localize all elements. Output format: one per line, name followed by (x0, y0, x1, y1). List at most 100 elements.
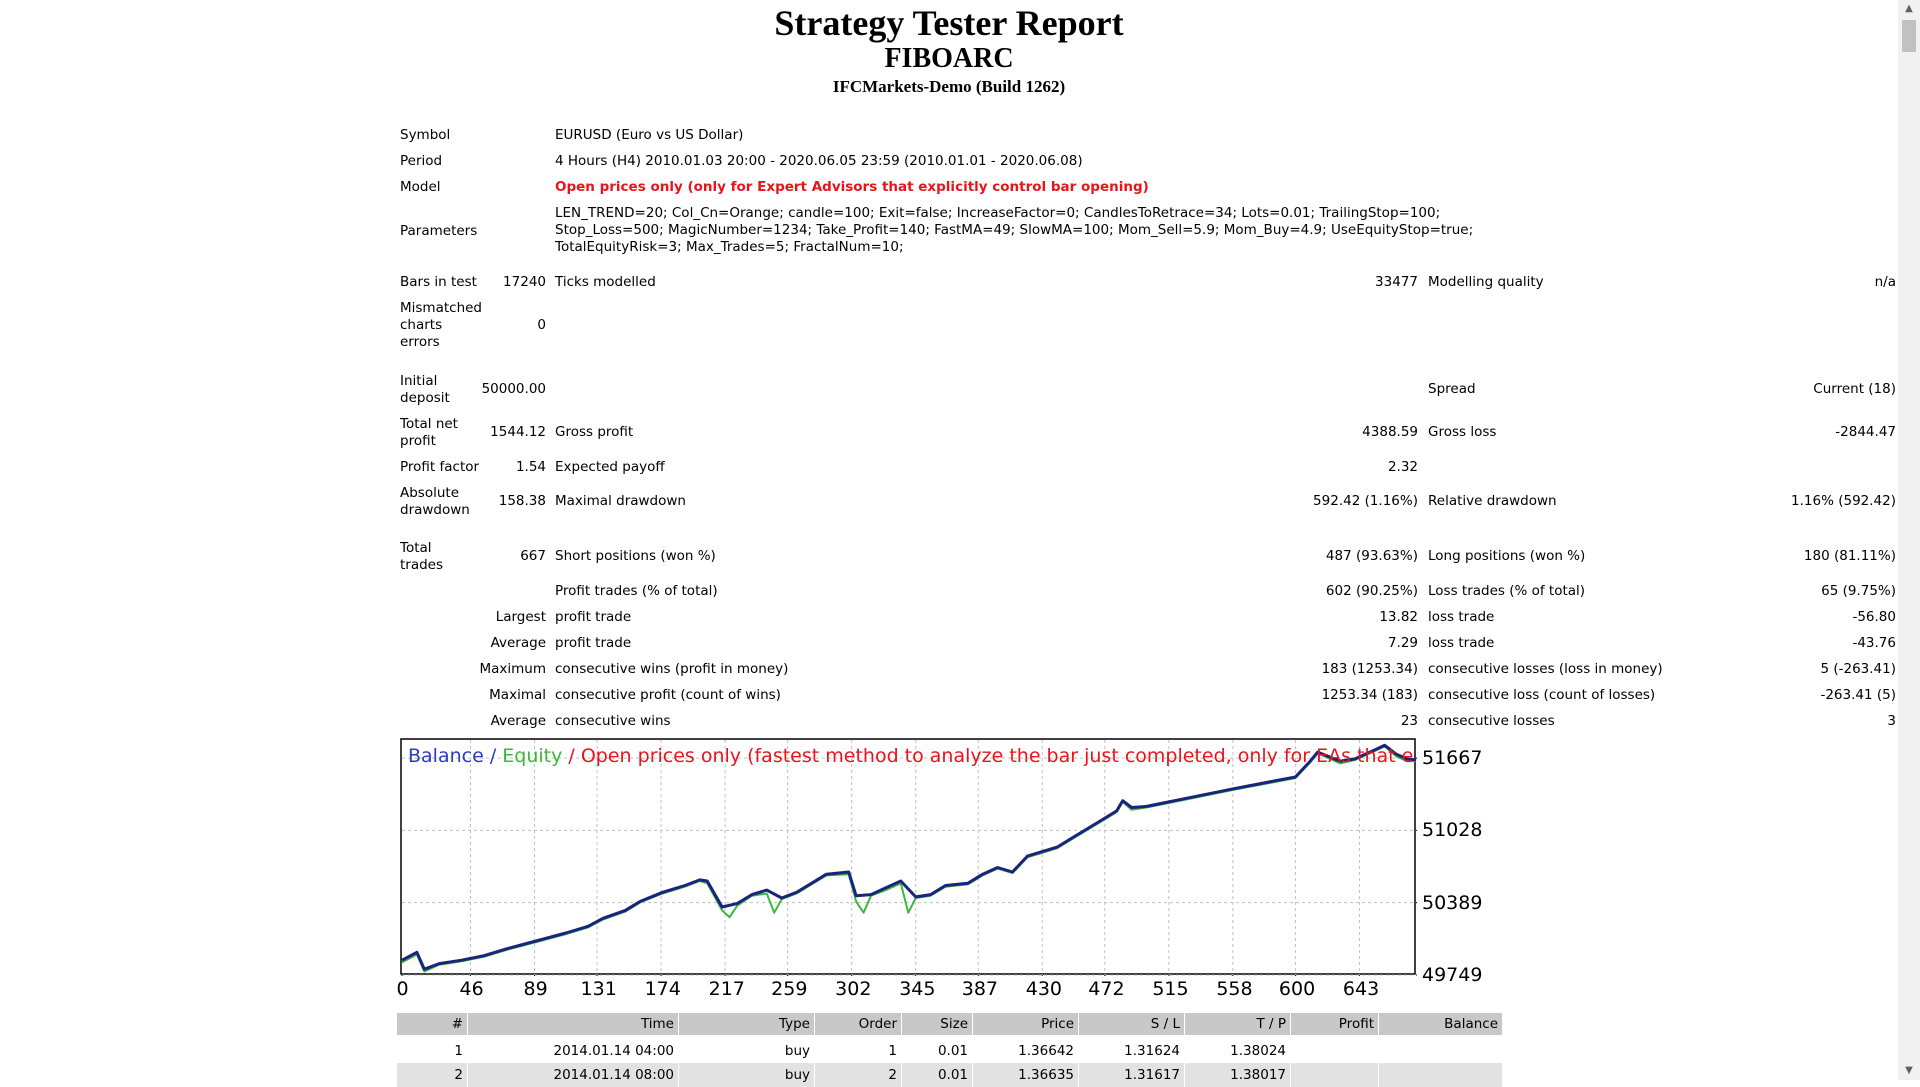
long-positions-label: Long positions (won %) (1428, 548, 1586, 564)
table-cell: 1.36635 (973, 1063, 1078, 1087)
column-header: Time (468, 1013, 678, 1035)
largest-label: Largest (495, 609, 546, 625)
total-trades-label: Total trades (400, 540, 444, 573)
largest-loss-value: -56.80 (1852, 609, 1896, 625)
gross-profit-value: 4388.59 (1362, 424, 1418, 440)
profit-trades-label: Profit trades (% of total) (555, 583, 718, 599)
y-tick-label: 51667 (1422, 747, 1483, 770)
parameters-line-2: Stop_Loss=500; MagicNumber=1234; Take_Pr… (555, 222, 1474, 238)
scrollbar-thumb[interactable] (1902, 20, 1916, 52)
table-cell (1291, 1063, 1378, 1087)
chart-series (401, 743, 1417, 973)
x-tick-label: 217 (708, 978, 745, 1000)
maximum-label: Maximum (479, 661, 546, 677)
chart-legend: Balance / Equity / Open prices only (fas… (408, 744, 1413, 768)
column-header: T / P (1185, 1013, 1290, 1035)
legend-sep-1: / (483, 745, 503, 767)
avg-consec-wins-value: 23 (1400, 713, 1418, 729)
payoff-label: Expected payoff (555, 459, 665, 475)
mismatch-label: Mismatched charts errors (400, 300, 483, 350)
balance-chart: Balance / Equity / Open prices only (fas… (400, 738, 1482, 986)
x-tick-label: 643 (1342, 978, 1380, 1000)
abs-drawdown-label: Absolute drawdown (400, 485, 470, 518)
max-consec-wins-value: 183 (1253.34) (1321, 661, 1418, 677)
ticks-value: 33477 (1375, 274, 1418, 290)
scroll-up-arrow-icon[interactable]: ▲ (1905, 3, 1913, 14)
y-tick-label: 51028 (1422, 819, 1483, 842)
average-loss-label: loss trade (1428, 635, 1495, 651)
period-label: Period (400, 153, 443, 169)
table-cell: 2014.01.14 08:00 (468, 1063, 678, 1087)
bars-label: Bars in test (400, 274, 477, 290)
quality-label: Modelling quality (1428, 274, 1544, 290)
table-cell: 2 (397, 1063, 467, 1087)
x-tick-label: 0 (396, 978, 409, 1000)
x-tick-label: 472 (1088, 978, 1125, 1000)
table-cell: 0.01 (902, 1063, 972, 1087)
table-cell: 2 (815, 1063, 901, 1087)
largest-profit-label: profit trade (555, 609, 632, 625)
server-build: IFCMarkets-Demo (Build 1262) (832, 77, 1066, 96)
report-title: Strategy Tester Report (774, 3, 1124, 43)
table-cell: 1.38024 (1230, 1043, 1286, 1059)
parameters-line-1: LEN_TREND=20; Col_Cn=Orange; candle=100;… (555, 205, 1441, 221)
average-profit-value: 7.29 (1387, 635, 1418, 651)
abs-drawdown-value: 158.38 (498, 493, 546, 509)
loss-trades-label: Loss trades (% of total) (1428, 583, 1586, 599)
chart-grid (401, 740, 1417, 976)
parameters-line-3: TotalEquityRisk=3; Max_Trades=5; Fractal… (555, 239, 904, 255)
x-tick-label: 46 (459, 978, 484, 1000)
plot-frame (400, 738, 1416, 975)
legend-equity: Equity (502, 745, 563, 767)
deposit-label: Initial deposit (400, 373, 450, 406)
table-cell (1379, 1063, 1502, 1087)
mismatch-value: 0 (537, 317, 546, 333)
profit-factor-value: 1.54 (515, 459, 546, 475)
long-positions-value: 180 (81.11%) (1803, 548, 1896, 564)
model-label: Model (400, 179, 441, 195)
scroll-down-arrow-icon[interactable]: ▼ (1905, 1065, 1913, 1076)
model-value: Open prices only (only for Expert Adviso… (555, 179, 1149, 195)
net-profit-value: 1544.12 (490, 424, 546, 440)
balance-series-line (401, 743, 1417, 971)
symbol-label: Symbol (400, 127, 451, 143)
vertical-scrollbar[interactable]: ▲ ▼ (1898, 0, 1920, 1080)
max-consec-profit-value: 1253.34 (183) (1321, 687, 1418, 703)
average-consec-label: Average (490, 713, 546, 729)
x-tick-label: 131 (580, 978, 617, 1000)
y-tick-label: 49749 (1422, 964, 1483, 986)
maximal-label: Maximal (489, 687, 546, 703)
total-trades-value: 667 (520, 548, 546, 564)
table-cell (1379, 1039, 1502, 1063)
max-drawdown-label: Maximal drawdown (555, 493, 686, 509)
spread-value: Current (18) (1813, 381, 1896, 397)
table-cell: 1 (454, 1043, 463, 1059)
ticks-label: Ticks modelled (555, 274, 656, 290)
column-header: Order (815, 1013, 901, 1035)
max-consec-loss-label: consecutive loss (count of losses) (1428, 687, 1656, 703)
net-profit-label: Total net profit (400, 416, 458, 449)
period-value: 4 Hours (H4) 2010.01.03 20:00 - 2020.06.… (555, 153, 1083, 169)
column-header: Type (679, 1013, 814, 1035)
x-tick-label: 302 (835, 978, 872, 1000)
table-cell (1291, 1039, 1378, 1063)
table-cell: 1 (888, 1043, 897, 1059)
expert-name: FIBOARC (884, 43, 1014, 74)
average-loss-value: -43.76 (1852, 635, 1896, 651)
x-tick-label: 259 (771, 978, 808, 1000)
table-cell: 0.01 (937, 1043, 968, 1059)
table-cell: 2014.01.14 04:00 (553, 1043, 675, 1059)
legend-sep-2: / (562, 745, 581, 767)
gross-loss-label: Gross loss (1428, 424, 1497, 440)
largest-profit-value: 13.82 (1379, 609, 1418, 625)
column-header: S / L (1079, 1013, 1184, 1035)
x-tick-label: 345 (899, 978, 936, 1000)
quality-value: n/a (1874, 274, 1896, 290)
x-tick-label: 174 (644, 978, 681, 1000)
legend-balance: Balance (408, 745, 484, 767)
x-tick-label: 387 (961, 978, 998, 1000)
rel-drawdown-value: 1.16% (592.42) (1791, 493, 1896, 509)
max-consec-losses-label: consecutive losses (loss in money) (1428, 661, 1663, 677)
spread-label: Spread (1428, 381, 1476, 397)
